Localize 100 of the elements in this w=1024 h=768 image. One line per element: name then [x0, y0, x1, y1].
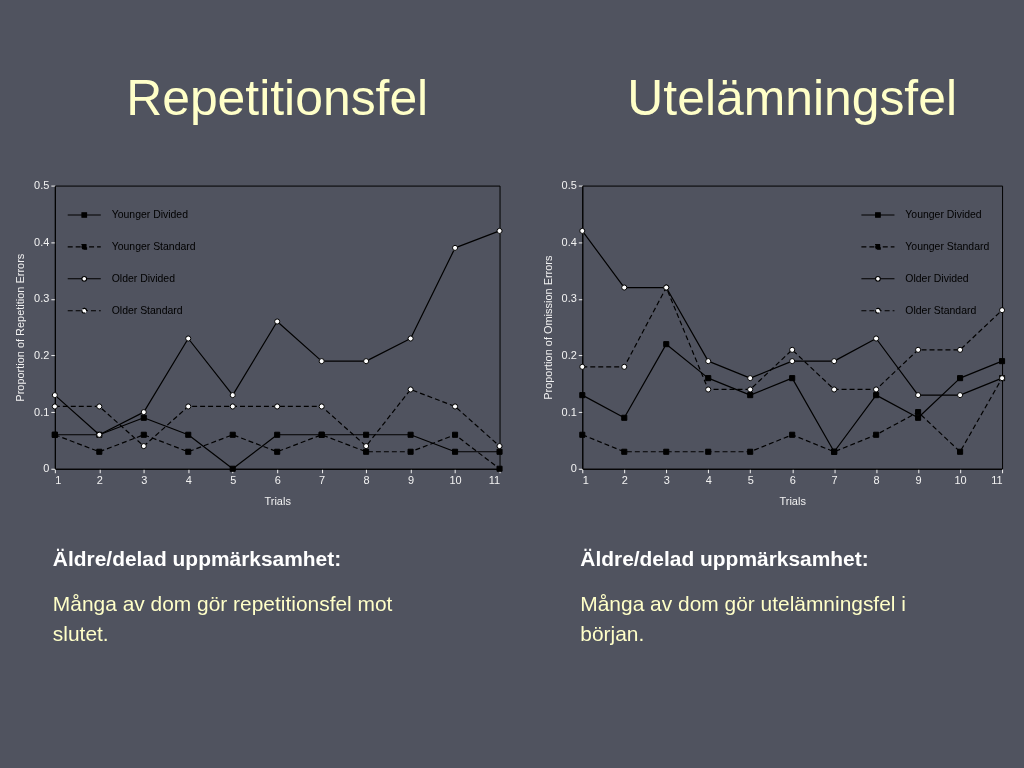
- point: [789, 431, 796, 438]
- y-tick-label: 0: [570, 462, 577, 475]
- point: [496, 448, 503, 455]
- point: [873, 392, 880, 399]
- point: [452, 244, 459, 251]
- point: [621, 363, 628, 370]
- x-tick-label: 3: [663, 474, 670, 487]
- point: [789, 358, 796, 365]
- point: [140, 443, 147, 450]
- x-axis-title: Trials: [264, 495, 292, 508]
- point: [496, 443, 503, 450]
- point: [663, 341, 670, 348]
- point: [999, 307, 1006, 314]
- x-tick-label: 5: [747, 474, 754, 487]
- point: [452, 431, 459, 438]
- x-tick-label: 10: [449, 474, 462, 487]
- point: [185, 335, 192, 342]
- text: Många av dom gör utelämningsfel i början.: [580, 592, 906, 646]
- point: [185, 448, 192, 455]
- point: [185, 403, 192, 410]
- point: [96, 448, 103, 455]
- point: [873, 386, 880, 393]
- point: [274, 431, 281, 438]
- legend-label: Older Divided: [905, 272, 969, 284]
- y-tick-label: 0.1: [34, 405, 50, 418]
- y-axis-title: Proportion of Omission Errors: [541, 255, 554, 400]
- point: [229, 392, 236, 399]
- x-tick-label: 4: [185, 474, 192, 487]
- legend-label: Older Standard: [905, 304, 977, 316]
- point: [747, 392, 754, 399]
- point: [621, 284, 628, 291]
- point: [705, 375, 712, 382]
- x-tick-label: 7: [319, 474, 326, 487]
- point: [407, 448, 414, 455]
- y-tick-label: 0.4: [34, 235, 50, 248]
- point: [705, 386, 712, 393]
- x-tick-label: 2: [621, 474, 628, 487]
- legend-label: Older Divided: [111, 272, 176, 284]
- x-tick-label: 3: [141, 474, 148, 487]
- point: [705, 358, 712, 365]
- point: [579, 363, 586, 370]
- point: [274, 448, 281, 455]
- y-tick-label: 0.3: [561, 292, 577, 305]
- y-axis-title: Proportion of Repetition Errors: [14, 253, 27, 402]
- legend-label: Younger Standard: [905, 240, 990, 252]
- point: [579, 392, 586, 399]
- point: [452, 403, 459, 410]
- point: [363, 358, 370, 365]
- point: [318, 403, 325, 410]
- point: [579, 431, 586, 438]
- point: [51, 403, 58, 410]
- x-axis-title: Trials: [779, 495, 807, 508]
- point: [663, 448, 670, 455]
- point: [496, 227, 503, 234]
- point: [999, 358, 1006, 365]
- text: Många av dom gör repetitionsfel mot slutet.: [52, 592, 393, 646]
- point: [452, 448, 459, 455]
- point: [873, 335, 880, 342]
- point: [363, 431, 370, 438]
- point: [957, 448, 964, 455]
- x-tick-label: 11: [488, 474, 501, 487]
- point: [51, 392, 58, 399]
- x-tick-label: 9: [408, 474, 415, 487]
- y-tick-label: 0.1: [561, 405, 577, 418]
- chart-title: Repetitionsfel: [126, 69, 429, 126]
- point: [140, 431, 147, 438]
- x-tick-label: 8: [363, 474, 370, 487]
- point: [705, 448, 712, 455]
- point: [363, 443, 370, 450]
- point: [747, 386, 754, 393]
- x-tick-label: 9: [915, 474, 922, 487]
- legend-label: Older Standard: [111, 304, 183, 316]
- x-tick-label: 7: [831, 474, 838, 487]
- point: [363, 448, 370, 455]
- x-tick-label: 5: [230, 474, 237, 487]
- point: [831, 386, 838, 393]
- y-tick-label: 0: [43, 462, 50, 475]
- point: [140, 414, 147, 421]
- x-tick-label: 1: [55, 474, 62, 487]
- point: [621, 448, 628, 455]
- point: [789, 375, 796, 382]
- legend-label: Younger Divided: [905, 208, 982, 220]
- point: [407, 431, 414, 438]
- point: [789, 346, 796, 353]
- x-tick-label: 8: [873, 474, 880, 487]
- y-tick-label: 0.5: [561, 179, 577, 192]
- point: [873, 431, 880, 438]
- point: [229, 431, 236, 438]
- x-tick-label: 11: [991, 474, 1003, 487]
- text: Äldre/delad uppmärksamhet:: [52, 547, 342, 571]
- legend-label: Younger Standard: [111, 240, 196, 252]
- x-tick-label: 1: [582, 474, 589, 487]
- point: [621, 414, 628, 421]
- x-tick-label: 6: [789, 474, 796, 487]
- point: [274, 318, 281, 325]
- point: [915, 414, 922, 421]
- y-tick-label: 0.2: [561, 348, 577, 361]
- point: [747, 375, 754, 382]
- point: [915, 346, 922, 353]
- point: [407, 335, 414, 342]
